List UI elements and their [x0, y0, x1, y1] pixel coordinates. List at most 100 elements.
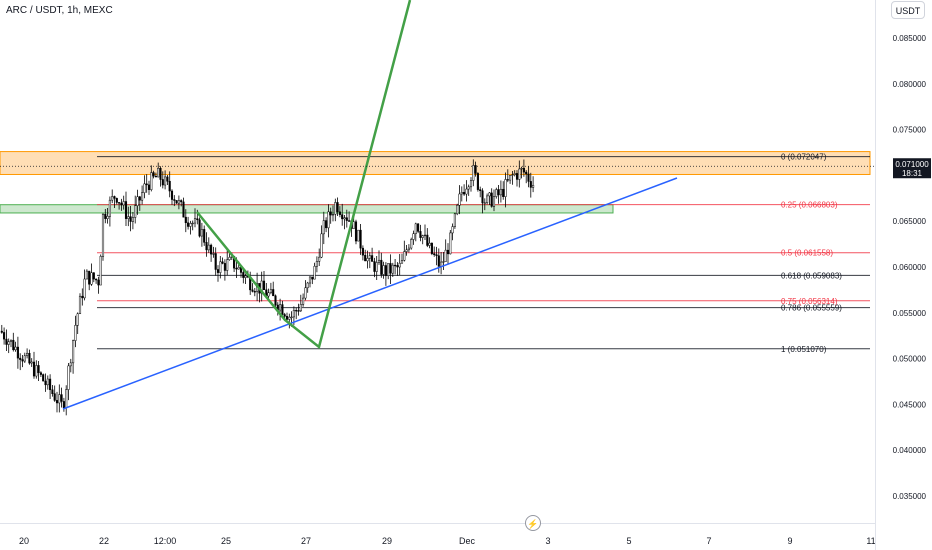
- candle-body: [9, 339, 13, 342]
- candle-body: [83, 278, 86, 299]
- candle-body: [237, 267, 240, 270]
- candle-body: [81, 295, 84, 299]
- candle-body: [147, 184, 151, 190]
- candle-body: [32, 361, 36, 377]
- candle-body: [410, 239, 413, 249]
- candle-body: [131, 217, 134, 222]
- price-axis-label: 0.060000: [893, 263, 927, 272]
- candle-body: [371, 255, 374, 262]
- time-axis-label: 9: [787, 536, 792, 546]
- time-axis-label: 25: [221, 536, 231, 546]
- candle-body: [23, 355, 26, 362]
- candle-body: [122, 201, 125, 206]
- candle-body: [486, 195, 489, 204]
- candle-body: [327, 211, 330, 229]
- fib-label-0.75: 0.75 (0.056314): [781, 297, 838, 306]
- candle-body: [207, 244, 210, 251]
- candle-body: [223, 263, 226, 271]
- candle-body: [129, 216, 132, 222]
- current-price-value: 0.071000: [895, 160, 929, 169]
- candle-body: [476, 173, 479, 190]
- candle-body: [95, 278, 98, 281]
- time-axis-divider: [0, 523, 875, 524]
- candle-body: [444, 249, 447, 262]
- candle-body: [437, 255, 440, 267]
- candle-body: [189, 223, 192, 227]
- symbol-title[interactable]: ARC / USDT, 1h, MEXC: [6, 5, 113, 16]
- candle-body: [483, 202, 486, 204]
- candle-body: [490, 192, 493, 207]
- candle-body: [469, 180, 473, 188]
- candle-body: [269, 289, 272, 293]
- candle-body: [92, 272, 95, 280]
- candle-body: [463, 192, 466, 195]
- candle-body: [352, 221, 355, 229]
- candle-body: [343, 217, 346, 220]
- time-axis-label: 5: [626, 536, 631, 546]
- lightning-icon[interactable]: ⚡: [525, 515, 541, 531]
- candle-body: [504, 179, 507, 197]
- candle-body: [175, 200, 178, 204]
- candle-body: [108, 199, 111, 217]
- candle-body: [449, 232, 452, 255]
- candle-body: [382, 265, 385, 275]
- candlesticks: [0, 159, 535, 416]
- fibonacci-retracement: 0 (0.072047) 0.25 (0.066803) 0.5 (0.061558…: [97, 153, 870, 354]
- candle-body: [253, 291, 256, 293]
- candle-body: [35, 365, 38, 377]
- candle-body: [242, 272, 245, 278]
- candle-body: [67, 365, 70, 390]
- candle-body: [520, 167, 523, 170]
- candle-body: [331, 213, 335, 216]
- candle-body: [297, 310, 300, 312]
- candle-body: [58, 394, 61, 404]
- candle-body: [111, 196, 114, 201]
- candle-body: [210, 244, 213, 255]
- candle-body: [373, 261, 376, 272]
- candle-body: [364, 254, 367, 262]
- candle-body: [55, 400, 59, 404]
- candle-body: [214, 253, 217, 270]
- candle-body: [159, 167, 162, 180]
- candle-body: [515, 173, 519, 180]
- candle-body: [193, 218, 197, 224]
- candle-body: [472, 165, 475, 181]
- candle-body: [168, 180, 171, 192]
- candle-body: [492, 196, 496, 207]
- candle-body: [19, 357, 22, 360]
- candle-body: [99, 256, 102, 286]
- candle-body: [5, 338, 8, 345]
- candle-body: [283, 314, 286, 317]
- candle-body: [394, 264, 397, 267]
- currency-button[interactable]: USDT: [891, 1, 925, 19]
- candle-body: [39, 372, 42, 375]
- candle-body: [338, 211, 341, 215]
- candle-body: [460, 192, 463, 195]
- price-axis-label: 0.035000: [893, 492, 927, 501]
- candle-body: [216, 269, 220, 273]
- candle-body: [16, 346, 19, 359]
- candle-body: [14, 346, 17, 351]
- candle-body: [46, 378, 49, 386]
- candle-body: [113, 196, 116, 199]
- candle-body: [281, 304, 284, 315]
- candle-body: [403, 251, 406, 261]
- candle-body: [60, 394, 63, 402]
- candle-body: [325, 220, 328, 229]
- candle-body: [262, 280, 266, 291]
- candle-body: [177, 200, 180, 204]
- candle-body: [299, 304, 302, 312]
- candle-body: [12, 339, 15, 351]
- candle-body: [513, 173, 516, 175]
- candle-body: [78, 295, 82, 315]
- candle-body: [354, 221, 358, 242]
- candle-body: [28, 352, 31, 364]
- candle-body: [421, 235, 424, 238]
- time-axis-label: 3: [545, 536, 550, 546]
- candle-body: [336, 202, 339, 213]
- candle-body: [184, 216, 187, 224]
- time-axis-label: 20: [19, 536, 29, 546]
